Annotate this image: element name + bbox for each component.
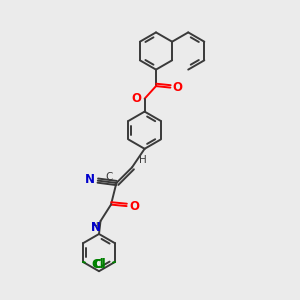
- Text: N: N: [91, 221, 100, 234]
- Text: H: H: [139, 155, 146, 165]
- Text: N: N: [85, 173, 95, 186]
- Text: C: C: [105, 172, 113, 182]
- Text: O: O: [172, 81, 182, 94]
- Text: O: O: [132, 92, 142, 105]
- Text: Cl: Cl: [93, 258, 106, 272]
- Text: Cl: Cl: [92, 258, 105, 272]
- Text: O: O: [129, 200, 139, 213]
- Text: H: H: [91, 222, 99, 232]
